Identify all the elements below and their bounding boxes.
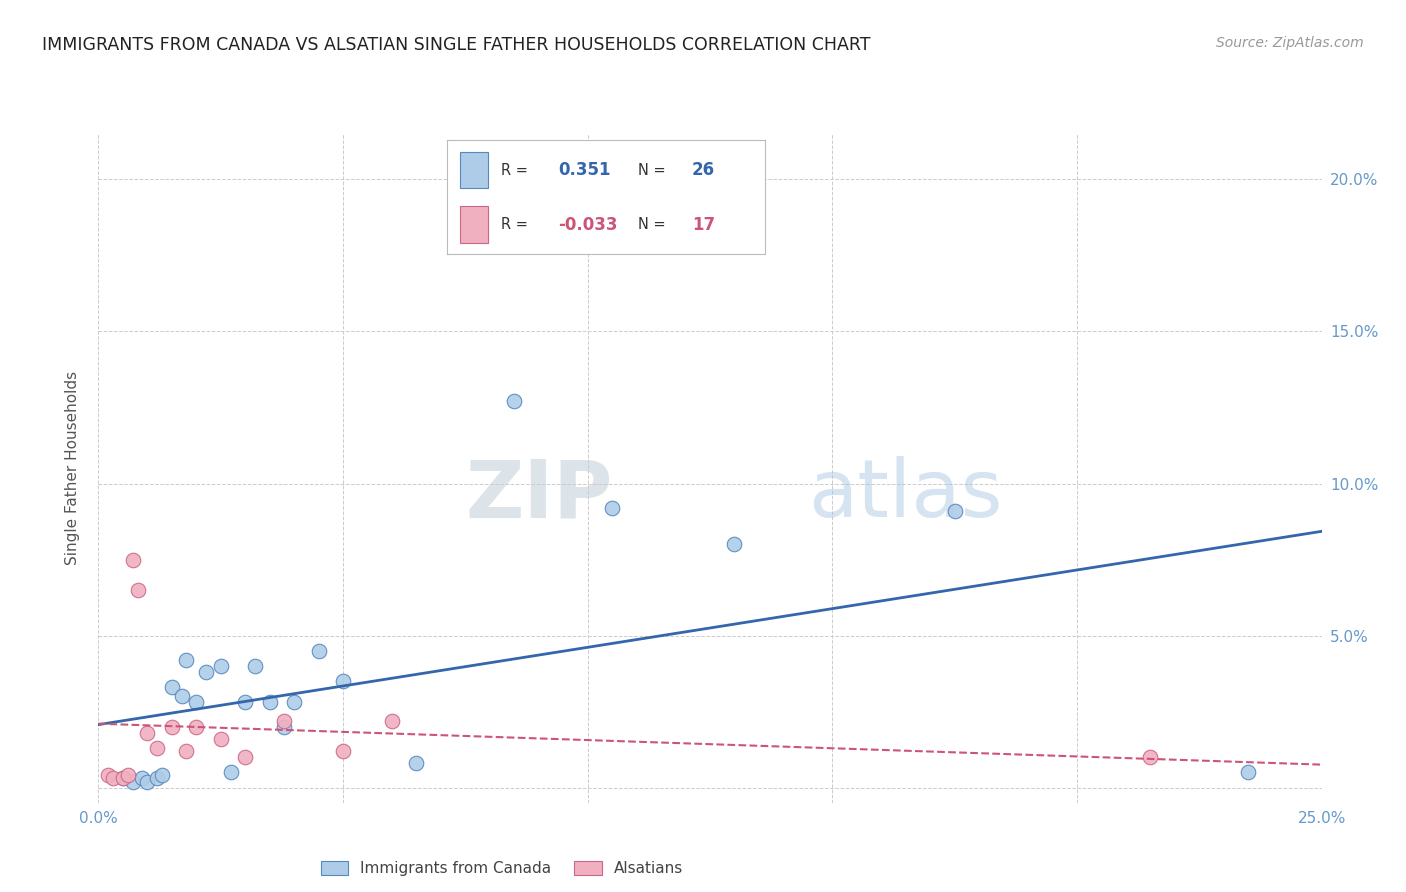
- Point: [723, 537, 745, 551]
- Point: [283, 696, 305, 710]
- Point: [273, 714, 295, 728]
- Legend: Immigrants from Canada, Alsatians: Immigrants from Canada, Alsatians: [315, 855, 689, 882]
- Y-axis label: Single Father Households: Single Father Households: [65, 371, 80, 566]
- Point: [97, 768, 120, 782]
- Point: [405, 756, 427, 771]
- Point: [136, 774, 159, 789]
- Point: [121, 552, 143, 566]
- Point: [600, 500, 623, 515]
- Point: [186, 720, 208, 734]
- Point: [273, 720, 295, 734]
- Text: atlas: atlas: [808, 456, 1002, 534]
- Point: [209, 659, 232, 673]
- Point: [111, 772, 134, 786]
- Point: [332, 744, 354, 758]
- Point: [160, 720, 183, 734]
- Point: [308, 644, 330, 658]
- Point: [117, 768, 139, 782]
- Text: ZIP: ZIP: [465, 456, 612, 534]
- Point: [150, 768, 173, 782]
- Point: [146, 772, 169, 786]
- Text: IMMIGRANTS FROM CANADA VS ALSATIAN SINGLE FATHER HOUSEHOLDS CORRELATION CHART: IMMIGRANTS FROM CANADA VS ALSATIAN SINGL…: [42, 36, 870, 54]
- Point: [111, 772, 134, 786]
- Point: [170, 690, 193, 704]
- Point: [233, 696, 256, 710]
- Point: [219, 765, 242, 780]
- Point: [176, 653, 198, 667]
- Point: [121, 774, 143, 789]
- Point: [332, 674, 354, 689]
- Point: [160, 680, 183, 694]
- Point: [381, 714, 404, 728]
- Point: [259, 696, 281, 710]
- Point: [146, 741, 169, 756]
- Point: [195, 665, 218, 679]
- Point: [176, 744, 198, 758]
- Point: [243, 659, 266, 673]
- Point: [131, 772, 153, 786]
- Point: [1139, 750, 1161, 764]
- Point: [127, 582, 149, 597]
- Text: Source: ZipAtlas.com: Source: ZipAtlas.com: [1216, 36, 1364, 50]
- Point: [186, 696, 208, 710]
- Point: [233, 750, 256, 764]
- Point: [503, 394, 526, 409]
- Point: [101, 772, 124, 786]
- Point: [943, 504, 966, 518]
- Point: [209, 731, 232, 746]
- Point: [136, 726, 159, 740]
- Point: [1237, 765, 1260, 780]
